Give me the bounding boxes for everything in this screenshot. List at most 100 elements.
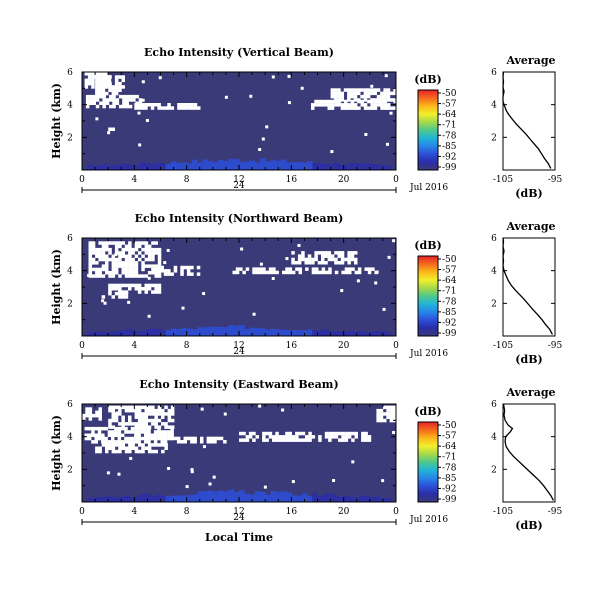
profile-x-tick-label: -95: [548, 341, 563, 351]
colorbar-tick-label: -57: [442, 100, 457, 110]
profile-title: Average: [505, 220, 555, 233]
colorbar-gradient: [417, 421, 439, 503]
x-tick-label: 0: [393, 175, 399, 185]
surface-echo: [82, 324, 397, 336]
profile-y-tick-label: 6: [491, 68, 497, 78]
panel-2: Echo Intensity (Northward Beam)0 4 8 12 16 20…: [50, 212, 563, 366]
y-tick-label: 6: [67, 68, 73, 78]
colorbar-tick-label: -50: [442, 89, 457, 99]
colorbar-tick-label: -85: [442, 308, 457, 318]
profile-x-tick-label: -105: [493, 175, 513, 185]
profile-y-tick-label: 4: [491, 433, 497, 443]
average-profile: Average 6 4 2 -105 -95 (dB): [491, 54, 562, 200]
colorbar-tick-label: -57: [442, 432, 457, 442]
x-axis: 0 4 8 12 16 20 0: [79, 72, 399, 185]
colorbar-unit: (dB): [414, 405, 441, 418]
no-echo-regions: [87, 239, 396, 318]
y-axis-label: Height (km): [50, 249, 63, 325]
y-axis-label: Height (km): [50, 415, 63, 491]
heatmap-background: [82, 72, 396, 170]
colorbar-tick-label: -78: [442, 463, 457, 473]
colorbar-tick-label: -50: [442, 421, 457, 431]
profile-line: [502, 403, 554, 501]
x-axis: 0 4 8 12 16 20 0: [79, 404, 399, 517]
colorbar: (dB)-50-57-64-71-78-85-92-99: [414, 73, 456, 173]
profile-frame: [502, 71, 556, 171]
x-axis-label: Local Time: [205, 531, 273, 544]
x-tick-label: 16: [286, 341, 298, 351]
y-tick-label: 6: [67, 234, 73, 244]
y-axis-label: Height (km): [50, 83, 63, 159]
y-tick-label: 2: [67, 299, 73, 309]
profile-title: Average: [505, 386, 555, 399]
day-label: 24: [233, 347, 245, 357]
x-tick-label: 0: [393, 341, 399, 351]
profile-frame: [502, 403, 556, 503]
colorbar-tick-label: -71: [442, 287, 457, 297]
colorbar-gradient: [417, 255, 439, 337]
panel-title: Echo Intensity (Eastward Beam): [139, 378, 338, 391]
x-tick-label: 4: [131, 175, 137, 185]
no-echo-regions: [84, 72, 397, 154]
y-tick-label: 2: [67, 133, 73, 143]
colorbar-tick-label: -85: [442, 474, 457, 484]
profile-x-label: (dB): [515, 353, 542, 366]
colorbar-tick-label: -99: [442, 495, 457, 505]
x-tick-label: 0: [79, 341, 85, 351]
colorbar-tick-label: -64: [442, 442, 457, 452]
x-tick-label: 20: [338, 341, 350, 351]
colorbar-tick-label: -64: [442, 110, 457, 120]
profile-y-tick-label: 2: [491, 133, 497, 143]
x-tick-label: 8: [184, 175, 190, 185]
profile-line: [502, 237, 553, 335]
profile-line: [502, 71, 552, 169]
average-profile: Average 6 4 2 -105 -95 (dB): [491, 220, 562, 366]
surface-echo: [82, 158, 397, 170]
x-tick-label: 8: [184, 507, 190, 517]
x-tick-label: 16: [286, 507, 298, 517]
x-tick-label: 16: [286, 175, 298, 185]
day-label: 24: [233, 513, 245, 523]
colorbar-tick-label: -71: [442, 453, 457, 463]
x-tick-label: 0: [393, 507, 399, 517]
panel-title: Echo Intensity (Northward Beam): [135, 212, 344, 225]
y-tick-label: 4: [67, 101, 73, 111]
x-tick-label: 8: [184, 341, 190, 351]
profile-x-tick-label: -105: [493, 507, 513, 517]
y-axis: 6 4 2: [67, 400, 396, 487]
x-tick-label: 12: [233, 341, 244, 351]
colorbar-tick-label: -85: [442, 142, 457, 152]
colorbar-tick-label: -64: [442, 276, 457, 286]
colorbar-tick-label: -99: [442, 163, 457, 173]
panel-1: Echo Intensity (Vertical Beam)0 4 8 12 16 20 0…: [50, 46, 563, 200]
profile-x-tick-label: -95: [548, 175, 563, 185]
profile-title: Average: [505, 54, 555, 67]
colorbar-tick-label: -92: [442, 152, 457, 162]
panel-title: Echo Intensity (Vertical Beam): [144, 46, 334, 59]
x-tick-label: 4: [131, 341, 137, 351]
x-tick-label: 12: [233, 507, 244, 517]
surface-echo: [82, 489, 397, 502]
date-label: Jul 2016: [409, 515, 448, 525]
colorbar: (dB)-50-57-64-71-78-85-92-99: [414, 239, 456, 339]
x-tick-label: 20: [338, 507, 350, 517]
average-profile: Average 6 4 2 -105 -95 (dB): [491, 386, 562, 532]
colorbar-tick-label: -71: [442, 121, 457, 131]
colorbar-tick-label: -57: [442, 266, 457, 276]
profile-x-label: (dB): [515, 519, 542, 532]
x-tick-label: 12: [233, 175, 244, 185]
colorbar-unit: (dB): [414, 239, 441, 252]
colorbar-unit: (dB): [414, 73, 441, 86]
colorbar-tick-label: -78: [442, 131, 457, 141]
colorbar-tick-label: -50: [442, 255, 457, 265]
profile-y-tick-label: 6: [491, 400, 497, 410]
colorbar-tick-label: -92: [442, 484, 457, 494]
no-echo-regions: [82, 404, 397, 489]
date-label: Jul 2016: [409, 183, 448, 193]
x-tick-label: 20: [338, 175, 350, 185]
profile-y-tick-label: 4: [491, 101, 497, 111]
colorbar-tick-label: -78: [442, 297, 457, 307]
colorbar-tick-label: -92: [442, 318, 457, 328]
colorbar-tick-label: -99: [442, 329, 457, 339]
heatmap-background: [82, 404, 396, 502]
